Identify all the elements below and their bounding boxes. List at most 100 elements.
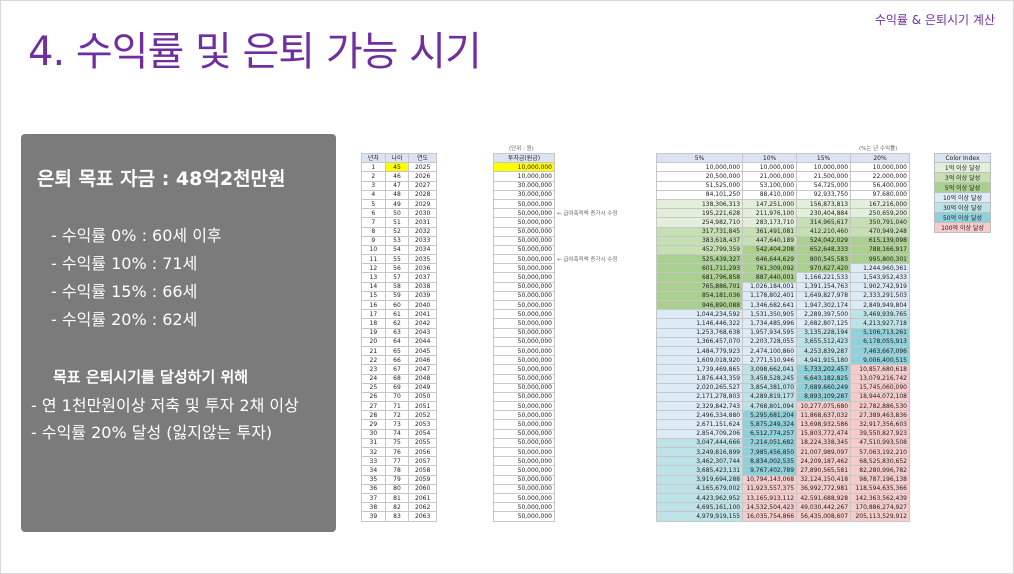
table-row: 3,047,444,666 7,214,051,682 18,224,338,345… (655, 437, 910, 449)
cell-r10: 8,834,002,535 (742, 456, 798, 467)
table-row: 50,000,000 (493, 299, 555, 311)
cell-r20: 10,857,680,618 (850, 364, 910, 375)
cell-year: 2052 (408, 410, 437, 421)
cell-r15: 156,873,813 (796, 198, 852, 210)
table-row: 20 64 2044 (361, 336, 437, 347)
legend-row: 100억 이상 달성 (934, 222, 991, 234)
cell-age: 83 (384, 511, 410, 522)
table-row: 452,799,359 542,404,208 652,648,333 788,166… (655, 244, 910, 256)
cell-r10: 447,640,189 (742, 235, 798, 246)
cell-year: 2063 (408, 511, 437, 522)
cell-r10: 14,532,504,423 (742, 502, 798, 513)
cell-principal: 50,000,000 (493, 373, 555, 384)
cell-r15: 4,253,839,287 (796, 345, 852, 357)
cell-principal: 50,000,000 (493, 272, 555, 283)
cell-r20: 1,902,742,919 (850, 281, 910, 292)
table-row: 854,181,036 1,178,802,401 1,649,827,978 2,3… (655, 290, 910, 302)
cell-year: 2044 (408, 336, 437, 347)
cell-r15: 54,725,000 (796, 180, 852, 191)
cell-year: 2027 (408, 180, 437, 191)
table-row: 2,329,842,743 4,768,801,094 10,277,075,680… (655, 401, 910, 412)
table-row: 1,609,018,920 2,771,510,946 4,941,915,180 9… (655, 355, 910, 366)
cell-r15: 2,289,397,500 (796, 309, 852, 320)
table-row: 4,165,679,002 11,923,557,375 36,992,772,98… (655, 483, 910, 494)
cell-year: 2055 (408, 437, 437, 449)
cell-year-no: 39 (361, 511, 386, 522)
table-row: 1,484,779,923 2,474,100,860 4,253,839,287 7… (655, 345, 910, 357)
legend-row: 50억 이상 달성 (934, 212, 991, 224)
cell-age: 56 (384, 263, 410, 274)
cell-year-no: 26 (361, 391, 386, 403)
table-row: 2 46 2026 (361, 171, 437, 182)
table-row: 50,000,000 (493, 511, 555, 522)
cell-principal: 50,000,000 (493, 446, 555, 458)
cell-year-no: 27 (361, 401, 386, 412)
cell-r10: 1,178,802,401 (742, 290, 798, 302)
cell-year-no: 37 (361, 492, 386, 504)
age-table: 년차 나이 연도 1 45 2025 2 46 2026 3 47 2027 4 48 2028 5 49… (361, 152, 437, 522)
table-row: 4,695,161,100 14,532,504,423 49,030,442,26… (655, 502, 910, 513)
table-row: 27 71 2051 (361, 401, 437, 412)
cell-r15: 18,224,338,345 (796, 437, 852, 449)
cell-year-no: 12 (361, 263, 386, 274)
cell-year: 2051 (408, 401, 437, 412)
cell-r20: 3,469,939,765 (850, 309, 910, 320)
table-row: 10,000,000 10,000,000 10,000,000 10,000,000 (655, 162, 910, 173)
cell-r10: 7,985,456,850 (742, 446, 798, 458)
table-row: 14 58 2038 (361, 281, 437, 292)
cell-principal: 50,000,000 (493, 401, 555, 412)
cell-r15: 5,733,202,457 (796, 364, 852, 375)
table-row: 16 60 2040 (361, 299, 437, 311)
cell-age: 67 (384, 364, 410, 375)
cell-principal: 10,000,000 (493, 171, 555, 182)
table-row: 50,000,000 (493, 437, 555, 449)
legend-item: 10억 이상 달성 (934, 192, 991, 204)
cell-year: 2060 (408, 483, 437, 494)
cell-r5: 3,919,694,288 (655, 474, 744, 485)
cell-year-no: 14 (361, 281, 386, 292)
cell-principal: 50,000,000 (493, 511, 555, 522)
cell-r20: 27,389,463,836 (850, 410, 910, 421)
cell-year-no: 10 (361, 244, 386, 256)
table-row: 25 69 2049 (361, 382, 437, 393)
cell-r15: 652,648,333 (796, 244, 852, 256)
cell-year: 2053 (408, 419, 437, 430)
cell-r10: 13,165,913,112 (742, 492, 798, 504)
cell-r10: 5,295,681,204 (742, 410, 798, 421)
table-row: 50,000,000 (493, 345, 555, 357)
retirement-target-heading: 은퇴 목표 자금 : 48억2천만원 (37, 168, 286, 190)
table-row: 10 54 2034 (361, 244, 437, 256)
header-year: 연도 (408, 152, 437, 164)
cell-r15: 7,689,660,249 (796, 382, 852, 393)
cell-age: 59 (384, 290, 410, 302)
cell-r15: 92,933,750 (796, 189, 852, 200)
cell-year-no: 20 (361, 336, 386, 347)
cell-principal: 50,000,000 (493, 290, 555, 302)
annotation-note: ← 급여축적액 증가시 수정 (557, 257, 618, 264)
cell-r5: 84,101,250 (655, 189, 744, 200)
cell-year: 2031 (408, 217, 437, 228)
table-row: 50,000,000 (493, 401, 555, 412)
table-row: 1,044,234,592 1,531,350,905 2,289,397,500 3… (655, 309, 910, 320)
table-row: 4,979,919,155 16,035,754,866 56,435,008,60… (655, 511, 910, 522)
table-row: 21 65 2045 (361, 345, 437, 357)
cell-r20: 118,594,635,366 (850, 483, 910, 494)
cell-age: 45 (384, 162, 410, 173)
table-row: 30,000,000 (493, 180, 555, 191)
cell-r20: 97,680,000 (850, 189, 910, 200)
cell-r5: 1,876,443,359 (655, 373, 744, 384)
cell-r10: 2,474,100,860 (742, 345, 798, 357)
cell-year: 2059 (408, 474, 437, 485)
cell-year-no: 24 (361, 373, 386, 384)
table-row: 84,101,250 88,410,000 92,933,750 97,680,000 (655, 189, 910, 200)
cell-principal: 50,000,000 (493, 437, 555, 449)
header-r20: 20% (850, 152, 910, 164)
header-r15: 15% (796, 152, 852, 164)
cell-r5: 2,854,709,206 (655, 428, 744, 439)
cell-age: 77 (384, 456, 410, 467)
table-row: 13 57 2037 (361, 272, 437, 283)
cell-r10: 10,000,000 (742, 162, 798, 173)
cell-year-no: 31 (361, 437, 386, 449)
cell-r5: 3,462,307,744 (655, 456, 744, 467)
cell-principal: 50,000,000 (493, 465, 555, 476)
